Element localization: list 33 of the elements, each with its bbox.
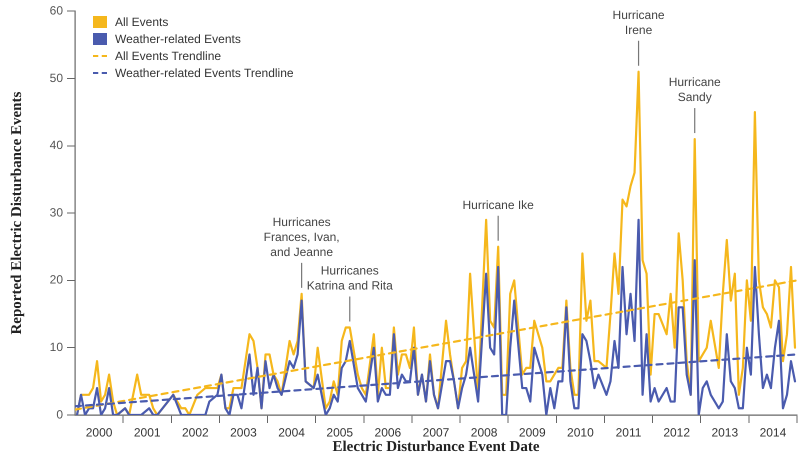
y-tick-label: 30 [50,205,64,220]
x-tick-label: 2003 [230,426,258,440]
y-tick-label: 40 [50,138,64,152]
y-tick-label: 60 [50,4,64,18]
annotation: Hurricanes Frances, Ivan, and Jeanne [264,214,340,259]
annotation: Hurricanes Katrina and Rita [306,264,394,293]
annotation: Hurricane Irene [612,8,665,37]
x-tick-label: 2014 [760,426,787,440]
x-tick-label: 2002 [182,426,210,440]
x-tick-label: 2013 [711,426,738,440]
annotation: Hurricane Ike [462,198,534,212]
x-tick-label: 2000 [86,426,113,440]
legend-label: All Events [115,14,168,29]
y-tick-label: 10 [50,340,64,354]
x-tick-label: 2004 [278,426,306,440]
y-tick-label: 50 [50,70,64,85]
legend-label: All Events Trendline [115,48,222,63]
x-tick-label: 2011 [616,426,642,440]
x-tick-label: 2010 [567,426,594,440]
annotation: Hurricane Sandy [668,75,722,104]
x-axis-title: Electric Disturbance Event Date [332,438,540,455]
x-tick-label: 2009 [518,426,546,440]
y-tick-label: 0 [56,407,64,422]
x-tick-label: 2001 [134,426,161,440]
x-tick-label: 2012 [663,426,690,440]
x-tick-label: 2007 [422,426,450,440]
x-tick-label: 2008 [470,426,498,440]
x-tick-label: 2006 [374,426,402,440]
y-tick-label: 20 [50,272,64,287]
y-axis-title: Reported Electric Disturbance Events [8,92,25,335]
legend-label: Weather-related Events [115,32,241,46]
legend-label: Weather-related Events Trendline [115,66,294,80]
x-tick-label: 2005 [326,426,354,440]
